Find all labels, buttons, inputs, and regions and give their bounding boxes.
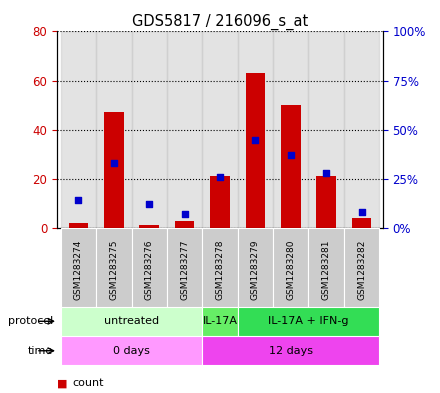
Bar (139, 226, 159, 228)
Bar (246, 73, 265, 228)
Bar (344, 228, 379, 307)
Text: 0 days: 0 days (113, 346, 150, 356)
Text: GSM1283277: GSM1283277 (180, 239, 189, 300)
Bar (132, 31, 167, 228)
Bar (238, 307, 379, 336)
Point (75, 197, 82, 204)
Text: GSM1283281: GSM1283281 (322, 239, 331, 300)
Text: GSM1283278: GSM1283278 (216, 239, 224, 300)
Bar (167, 228, 202, 307)
Point (323, 170, 330, 176)
Bar (238, 228, 273, 307)
Bar (61, 228, 96, 307)
Bar (61, 336, 202, 365)
Point (252, 136, 259, 143)
Point (358, 209, 365, 215)
Bar (202, 336, 379, 365)
Text: 12 days: 12 days (269, 346, 313, 356)
Bar (202, 31, 238, 228)
Text: time: time (28, 346, 53, 356)
Bar (273, 31, 308, 228)
Bar (210, 176, 230, 228)
Bar (167, 31, 202, 228)
Bar (96, 228, 132, 307)
Text: GSM1283279: GSM1283279 (251, 239, 260, 300)
Text: GSM1283274: GSM1283274 (74, 239, 83, 300)
Point (181, 211, 188, 217)
Text: IL-17A: IL-17A (202, 316, 238, 326)
Text: GSM1283282: GSM1283282 (357, 239, 366, 300)
Point (146, 201, 153, 208)
Bar (316, 176, 336, 228)
Text: GSM1283276: GSM1283276 (145, 239, 154, 300)
Bar (202, 228, 238, 307)
Bar (104, 112, 124, 228)
Bar (202, 307, 238, 336)
Text: count: count (73, 378, 104, 388)
Bar (96, 31, 132, 228)
Point (110, 160, 117, 166)
Text: GSM1283280: GSM1283280 (286, 239, 295, 300)
Bar (132, 228, 167, 307)
Text: GSM1283275: GSM1283275 (109, 239, 118, 300)
Bar (281, 105, 301, 228)
Bar (344, 31, 379, 228)
Text: ■: ■ (57, 378, 68, 388)
Bar (61, 307, 202, 336)
Bar (308, 228, 344, 307)
Point (287, 152, 294, 158)
Bar (352, 218, 371, 228)
Text: untreated: untreated (104, 316, 159, 326)
Title: GDS5817 / 216096_s_at: GDS5817 / 216096_s_at (132, 14, 308, 30)
Bar (273, 228, 308, 307)
Text: protocol: protocol (7, 316, 53, 326)
Text: IL-17A + IFN-g: IL-17A + IFN-g (268, 316, 349, 326)
Point (216, 174, 224, 180)
Bar (175, 220, 194, 228)
Bar (308, 31, 344, 228)
Bar (69, 223, 88, 228)
Bar (61, 31, 96, 228)
Bar (238, 31, 273, 228)
